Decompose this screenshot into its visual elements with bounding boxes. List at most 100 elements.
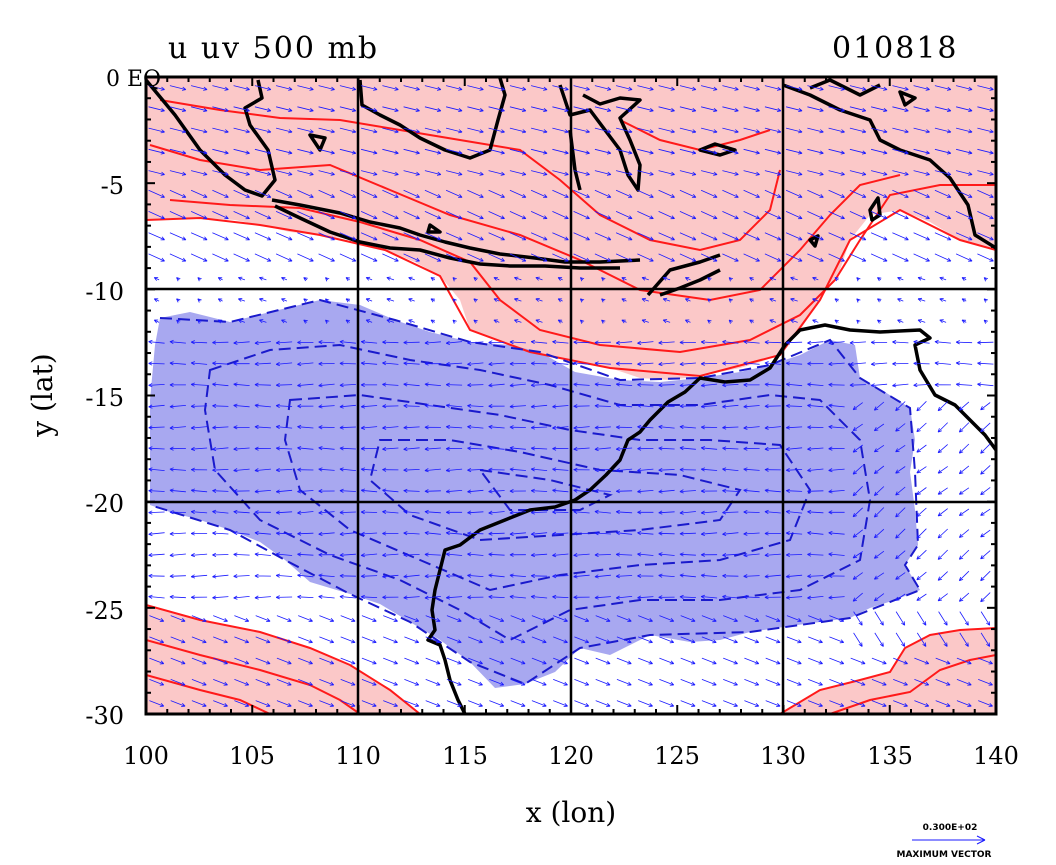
wind-vector — [594, 531, 611, 536]
wind-vector — [594, 253, 612, 262]
wind-vector — [850, 657, 866, 665]
wind-vector — [190, 488, 208, 493]
wind-vector — [509, 446, 526, 451]
wind-vector — [514, 297, 522, 302]
wind-vector — [339, 510, 356, 515]
wind-vector — [594, 467, 611, 473]
wind-vector — [785, 340, 803, 345]
wind-vector — [382, 382, 399, 387]
wind-vector — [594, 509, 611, 514]
wind-vector — [382, 361, 399, 366]
wind-vector — [531, 127, 548, 134]
wind-vector — [365, 276, 373, 281]
wind-vector — [914, 700, 930, 707]
wind-vector — [637, 510, 654, 515]
wind-vector — [403, 531, 420, 536]
wind-vector — [769, 298, 777, 302]
wind-vector — [743, 531, 760, 536]
wind-vector — [807, 446, 824, 451]
wind-vector — [658, 362, 675, 367]
wind-vector — [552, 531, 569, 536]
wind-vector — [169, 361, 186, 366]
wind-vector — [785, 509, 803, 514]
wind-vector — [339, 339, 356, 345]
wind-vector — [318, 510, 335, 515]
wind-vector — [493, 319, 500, 324]
wind-vector — [807, 531, 824, 536]
island-5 — [898, 90, 917, 107]
wind-vector — [361, 127, 378, 134]
wind-vector — [743, 85, 760, 91]
wind-vector — [190, 404, 208, 409]
wind-vector — [445, 232, 463, 241]
wind-vector — [722, 339, 739, 345]
wind-vector — [452, 319, 457, 324]
wind-vector — [254, 211, 272, 220]
wind-vector — [275, 510, 293, 515]
wind-vector — [659, 615, 675, 622]
wind-vector — [764, 574, 781, 579]
wind-vector — [658, 403, 675, 408]
wind-vector — [360, 232, 378, 241]
wind-vector — [297, 85, 314, 91]
wind-vector — [275, 211, 293, 220]
wind-vector — [176, 298, 181, 303]
wind-vector — [298, 636, 313, 644]
wind-vector — [382, 127, 399, 134]
max-vector-label: MAXIMUM VECTOR — [896, 850, 991, 860]
wind-vector — [318, 594, 335, 599]
wind-vector — [233, 531, 250, 536]
wind-vector — [893, 679, 908, 686]
wind-vector — [408, 298, 415, 302]
wind-vector — [807, 253, 824, 262]
wind-vector — [386, 297, 395, 302]
wind-vector — [212, 425, 229, 430]
wind-vector — [892, 85, 909, 91]
wind-vector — [764, 382, 781, 387]
wind-vector — [701, 700, 717, 707]
wind-vector — [510, 636, 526, 644]
wind-vector — [573, 509, 590, 514]
wind-vector — [488, 467, 505, 472]
wind-vector — [849, 189, 867, 198]
wind-vector — [834, 319, 839, 324]
wind-vector — [637, 127, 654, 134]
x-tick-labels: 100 105 110 115 120 125 130 135 140 — [123, 742, 1019, 770]
wind-vector — [383, 679, 398, 686]
wind-vector — [828, 510, 845, 515]
wind-vector — [849, 253, 867, 262]
wind-vector — [509, 383, 526, 388]
wind-vector — [365, 298, 373, 302]
wind-vector — [197, 298, 202, 303]
wind-vector — [849, 383, 866, 388]
y-tick-label: -10 — [85, 278, 124, 306]
wind-vector — [616, 106, 633, 112]
wind-vector — [743, 106, 760, 112]
wind-vector — [637, 253, 654, 262]
wind-vector — [190, 211, 208, 220]
wind-vector — [637, 170, 654, 176]
wind-vector — [786, 170, 803, 176]
wind-vector — [658, 446, 675, 451]
wind-vector — [360, 574, 378, 579]
wind-vector — [386, 319, 395, 323]
wind-vector — [468, 615, 483, 622]
wind-vector — [637, 595, 654, 600]
wind-vector — [254, 232, 272, 241]
wind-vector — [895, 444, 906, 453]
wind-vector — [531, 85, 548, 91]
wind-vector — [233, 85, 250, 91]
wind-vector — [552, 467, 569, 472]
wind-vector — [728, 277, 734, 282]
wind-vector — [769, 319, 777, 324]
wind-vector — [955, 232, 973, 241]
wind-vector — [765, 700, 781, 707]
wind-vector — [621, 277, 627, 281]
wind-vector — [297, 106, 314, 112]
wind-vector — [190, 425, 208, 430]
wind-vector — [807, 189, 824, 198]
aru-island — [698, 142, 737, 157]
wind-vector — [658, 189, 675, 198]
wind-vector — [488, 127, 505, 134]
